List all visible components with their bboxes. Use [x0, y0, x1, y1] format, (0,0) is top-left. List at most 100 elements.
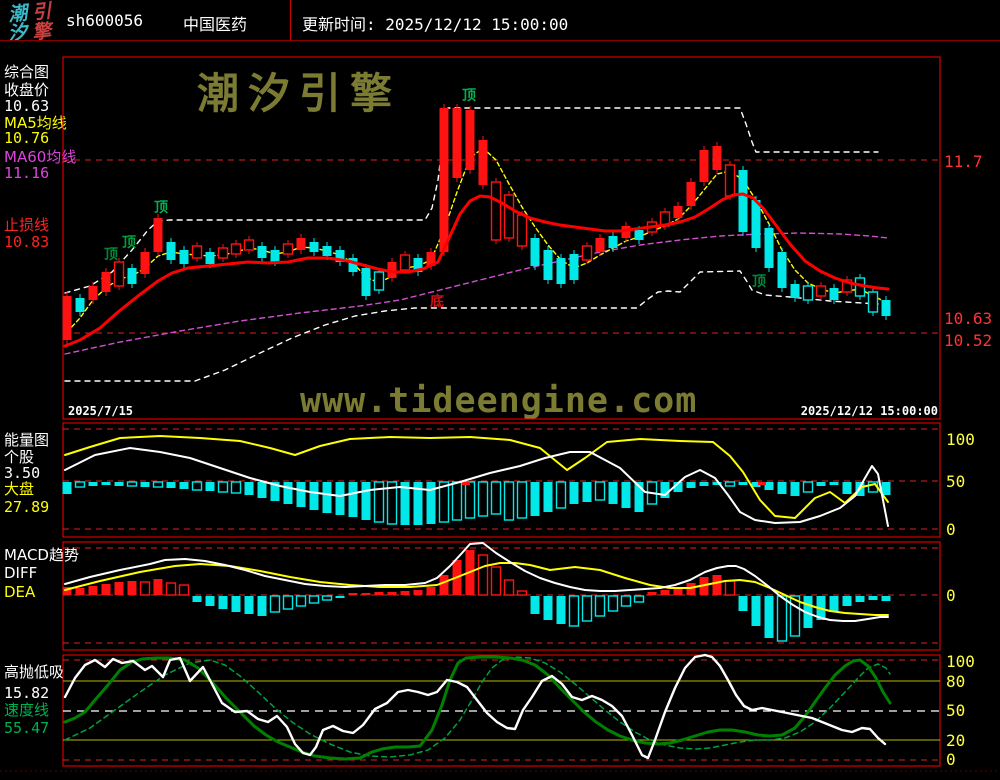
macd-histogram-bar	[673, 587, 683, 595]
header-bar: 潮 引 汐 擎 sh600056 中国医药 更新时间: 2025/12/12 1…	[0, 0, 1000, 45]
energy-bar	[829, 482, 839, 485]
candle-body-hollow	[399, 254, 411, 271]
macd-histogram-bar	[556, 596, 566, 624]
watermark-url: www.tideengine.com	[300, 381, 698, 421]
energy-bar	[244, 482, 254, 495]
macd-histogram-bar	[114, 582, 124, 595]
macd-histogram-bar	[361, 593, 371, 595]
energy-bar-hollow	[191, 481, 203, 491]
energy-red-tick	[758, 482, 766, 485]
update-time: 更新时间: 2025/12/12 15:00:00	[302, 15, 569, 34]
energy-bar	[790, 482, 800, 496]
macd-histogram-bar	[413, 590, 423, 595]
macd-histogram-bar	[530, 596, 540, 614]
candle-body	[764, 228, 774, 268]
peak-bottom-marker: 顶	[122, 235, 136, 251]
macd-histogram-bar	[62, 587, 72, 595]
macd-histogram-bar	[231, 596, 241, 612]
candle-body	[348, 258, 358, 272]
candle-body	[413, 258, 423, 272]
candle-body	[257, 246, 267, 258]
candle-body-hollow	[516, 214, 528, 247]
macd-histogram-bar	[127, 581, 137, 595]
peak-bottom-marker: 顶	[752, 274, 766, 290]
macd-histogram-bar	[439, 575, 449, 595]
candle-body	[777, 252, 787, 288]
candle-body	[153, 218, 163, 252]
energy-bar	[738, 482, 748, 485]
candle-body	[751, 200, 761, 248]
header-divider	[290, 0, 291, 41]
energy-bar-hollow	[724, 481, 736, 487]
macd-histogram-bar	[764, 596, 774, 638]
candle-body	[634, 230, 644, 240]
macd-histogram-bar-hollow	[633, 595, 645, 603]
macd-histogram-bar	[738, 596, 748, 611]
price-axis-label: 11.7	[944, 152, 983, 171]
peak-bottom-marker: 顶	[154, 200, 168, 216]
energy-bar	[569, 482, 579, 504]
energy-bar	[413, 482, 423, 525]
oscillator-line	[63, 653, 887, 760]
macd-histogram-bar-hollow	[789, 595, 801, 637]
macd-histogram-bar-hollow	[178, 584, 190, 596]
macd-axis-label: 0	[946, 586, 956, 605]
lower-band-line	[64, 270, 879, 382]
macd-histogram-bar	[400, 591, 410, 595]
macd-histogram-bar	[205, 596, 215, 606]
price-axis-label: 10.63	[944, 309, 992, 328]
legend-speed-line: 速度线	[4, 701, 50, 719]
macd-histogram-bar-hollow	[139, 581, 151, 596]
market-energy-line	[64, 435, 889, 519]
energy-bar-hollow	[490, 481, 502, 515]
energy-axis-label: 100	[946, 430, 975, 449]
stoploss-value: 10.83	[4, 233, 50, 251]
peak-bottom-marker: 顶	[462, 88, 476, 104]
energy-bar	[699, 482, 709, 486]
osc-axis-label: 0	[946, 750, 956, 769]
macd-histogram-bar	[101, 584, 111, 595]
speed-line-dashed	[64, 656, 891, 758]
energy-bar	[166, 482, 176, 488]
macd-histogram-bar-hollow	[308, 595, 320, 604]
macd-histogram-bar	[387, 592, 397, 595]
macd-histogram-bar	[881, 596, 891, 601]
macd-histogram-bar	[374, 592, 384, 595]
candle-body	[335, 250, 345, 262]
legend-oscillator: 高抛低吸	[4, 663, 65, 681]
candle-body	[595, 238, 605, 252]
energy-bar	[842, 482, 852, 494]
candle-body	[88, 286, 98, 300]
energy-bar	[543, 482, 553, 512]
energy-bar	[660, 482, 670, 498]
legend-dea: DEA	[4, 583, 36, 601]
energy-bar	[764, 482, 774, 490]
ma60-value: 11.16	[4, 164, 50, 182]
energy-bar	[101, 482, 111, 485]
energy-bar-hollow	[477, 481, 489, 517]
energy-bar	[777, 482, 787, 494]
candle-body	[530, 238, 540, 266]
date-range-start: 2025/7/15	[68, 404, 134, 418]
macd-histogram-bar-hollow	[295, 595, 307, 607]
macd-histogram-bar	[842, 596, 852, 606]
energy-bar	[400, 482, 410, 525]
energy-bar	[62, 482, 72, 494]
energy-bar	[270, 482, 280, 501]
macd-histogram-bar-hollow	[269, 595, 281, 613]
candle-body	[101, 272, 111, 292]
energy-bar	[426, 482, 436, 524]
candle-body-hollow	[503, 194, 515, 239]
watermark-title: 潮汐引擎	[197, 69, 402, 118]
legend-stoploss: 止损线	[4, 216, 50, 234]
osc-axis-label: 20	[946, 731, 965, 750]
macd-histogram-bar	[660, 590, 670, 595]
candle-body-hollow	[373, 271, 385, 291]
candle-body-hollow	[724, 164, 736, 197]
candle-body-hollow	[490, 181, 502, 241]
candle-body-hollow	[230, 243, 242, 255]
osc-axis-label: 100	[946, 652, 975, 671]
legend-diff: DIFF	[4, 564, 38, 582]
